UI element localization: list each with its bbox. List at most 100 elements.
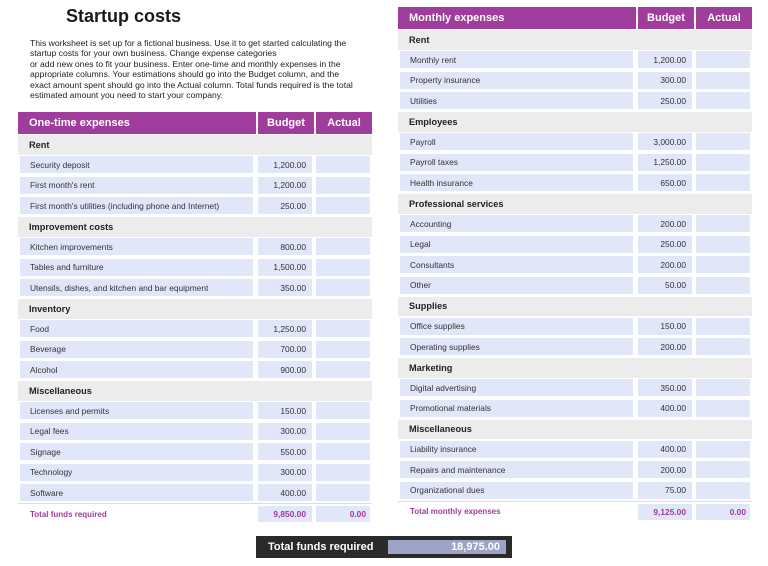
actual-cell[interactable] [696,92,750,110]
expense-label-cell[interactable]: Promotional materials [400,399,633,417]
total-budget-cell[interactable]: 9,850.00 [258,506,312,522]
budget-cell[interactable]: 350.00 [638,379,692,397]
budget-cell[interactable]: 300.00 [258,463,312,481]
actual-cell[interactable] [696,399,750,417]
expense-label-cell[interactable]: Property insurance [400,71,633,89]
expense-label-cell[interactable]: Security deposit [20,156,253,174]
expense-label-cell[interactable]: Health insurance [400,174,633,192]
expense-label-cell[interactable]: Other [400,276,633,294]
actual-cell[interactable] [696,153,750,171]
budget-cell[interactable]: 700.00 [258,340,312,358]
expense-label-cell[interactable]: Utensils, dishes, and kitchen and bar eq… [20,279,253,297]
expense-label-cell[interactable]: First month's rent [20,176,253,194]
expense-label-cell[interactable]: Signage [20,443,253,461]
budget-cell[interactable]: 200.00 [638,461,692,479]
expense-label-cell[interactable]: Payroll [400,133,633,151]
budget-cell[interactable]: 150.00 [258,402,312,420]
budget-cell[interactable]: 400.00 [638,399,692,417]
budget-cell[interactable]: 650.00 [638,174,692,192]
budget-cell[interactable]: 250.00 [638,235,692,253]
expense-label-cell[interactable]: Licenses and permits [20,402,253,420]
actual-cell[interactable] [316,258,370,276]
expense-label-cell[interactable]: Payroll taxes [400,153,633,171]
actual-cell[interactable] [696,276,750,294]
budget-cell[interactable]: 550.00 [258,443,312,461]
budget-cell[interactable]: 75.00 [638,481,692,499]
budget-cell[interactable]: 350.00 [258,279,312,297]
expense-label-cell[interactable]: Monthly rent [400,51,633,69]
actual-cell[interactable] [316,443,370,461]
actual-cell[interactable] [316,156,370,174]
expense-label-cell[interactable]: First month's utilities (including phone… [20,197,253,215]
actual-cell[interactable] [316,197,370,215]
budget-cell[interactable]: 200.00 [638,256,692,274]
budget-cell[interactable]: 200.00 [638,338,692,356]
actual-cell[interactable] [316,340,370,358]
actual-cell[interactable] [316,361,370,379]
expense-label-cell[interactable]: Legal fees [20,422,253,440]
budget-cell[interactable]: 3,000.00 [638,133,692,151]
expense-label-cell[interactable]: Kitchen improvements [20,238,253,256]
budget-cell[interactable]: 1,200.00 [258,176,312,194]
grand-total-value[interactable]: 18,975.00 [388,540,506,554]
total-actual-cell[interactable]: 0.00 [696,503,750,520]
budget-cell[interactable]: 250.00 [258,197,312,215]
actual-cell[interactable] [696,379,750,397]
actual-cell[interactable] [316,238,370,256]
budget-cell[interactable]: 300.00 [638,71,692,89]
budget-cell[interactable]: 900.00 [258,361,312,379]
actual-cell[interactable] [696,440,750,458]
budget-cell[interactable]: 1,200.00 [638,51,692,69]
actual-cell[interactable] [696,235,750,253]
actual-cell[interactable] [696,338,750,356]
table-row: Other 50.00 [398,275,752,296]
budget-cell[interactable]: 300.00 [258,422,312,440]
actual-cell[interactable] [696,174,750,192]
expense-label-cell[interactable]: Beverage [20,340,253,358]
expense-label-cell[interactable]: Operating supplies [400,338,633,356]
actual-cell[interactable] [696,481,750,499]
expense-label-cell[interactable]: Utilities [400,92,633,110]
budget-cell[interactable]: 150.00 [638,317,692,335]
expense-label-cell[interactable]: Tables and furniture [20,258,253,276]
actual-cell[interactable] [696,215,750,233]
budget-cell[interactable]: 800.00 [258,238,312,256]
actual-cell[interactable] [316,484,370,502]
actual-cell[interactable] [696,51,750,69]
actual-cell[interactable] [316,279,370,297]
budget-cell[interactable]: 200.00 [638,215,692,233]
actual-cell[interactable] [316,176,370,194]
expense-label-cell[interactable]: Digital advertising [400,379,633,397]
expense-label-cell[interactable]: Repairs and maintenance [400,461,633,479]
expense-label-cell[interactable]: Office supplies [400,317,633,335]
budget-cell[interactable]: 50.00 [638,276,692,294]
budget-cell[interactable]: 250.00 [638,92,692,110]
budget-cell[interactable]: 1,500.00 [258,258,312,276]
budget-cell[interactable]: 400.00 [638,440,692,458]
expense-label-cell[interactable]: Legal [400,235,633,253]
actual-cell[interactable] [696,133,750,151]
expense-label-cell[interactable]: Organizational dues [400,481,633,499]
total-actual-cell[interactable]: 0.00 [316,506,370,522]
total-budget-cell[interactable]: 9,125.00 [638,503,692,520]
actual-cell[interactable] [316,463,370,481]
budget-cell[interactable]: 400.00 [258,484,312,502]
budget-cell[interactable]: 1,250.00 [258,320,312,338]
expense-label-cell[interactable]: Accounting [400,215,633,233]
actual-cell[interactable] [696,256,750,274]
actual-cell[interactable] [696,461,750,479]
expense-label-cell[interactable]: Liability insurance [400,440,633,458]
expense-label-cell[interactable]: Consultants [400,256,633,274]
actual-cell[interactable] [696,317,750,335]
budget-cell[interactable]: 1,200.00 [258,156,312,174]
actual-cell[interactable] [696,71,750,89]
expense-label-cell[interactable]: Food [20,320,253,338]
intro-line: exact amount spent should go into the Ac… [30,79,353,90]
expense-label-cell[interactable]: Technology [20,463,253,481]
expense-label-cell[interactable]: Software [20,484,253,502]
budget-cell[interactable]: 1,250.00 [638,153,692,171]
actual-cell[interactable] [316,422,370,440]
actual-cell[interactable] [316,402,370,420]
actual-cell[interactable] [316,320,370,338]
expense-label-cell[interactable]: Alcohol [20,361,253,379]
